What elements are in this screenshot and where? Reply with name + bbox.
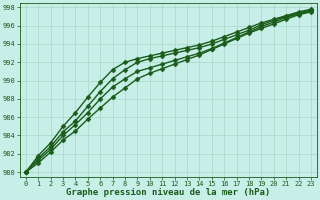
X-axis label: Graphe pression niveau de la mer (hPa): Graphe pression niveau de la mer (hPa) [66,188,271,197]
